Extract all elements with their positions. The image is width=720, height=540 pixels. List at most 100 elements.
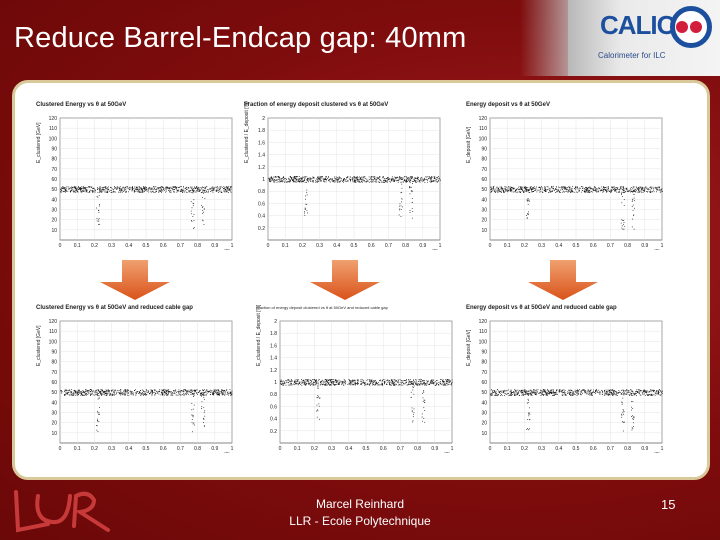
data-point — [592, 391, 594, 392]
data-point — [571, 191, 573, 193]
data-point — [382, 181, 384, 183]
data-point — [404, 179, 406, 181]
data-point — [431, 383, 433, 384]
data-point — [632, 189, 634, 191]
data-point — [193, 228, 195, 229]
y-tick-label: 80 — [51, 157, 57, 163]
data-point — [632, 391, 633, 393]
data-point — [88, 187, 90, 189]
page-number: 15 — [661, 497, 676, 512]
data-point — [415, 383, 417, 385]
data-point — [552, 191, 553, 192]
data-point — [67, 186, 69, 188]
data-point — [210, 391, 211, 393]
y-axis-label: E_clustered [GeV] — [36, 325, 42, 366]
data-point — [165, 390, 167, 391]
data-point — [582, 188, 584, 190]
data-point — [386, 178, 388, 179]
data-point — [287, 379, 289, 381]
data-point — [622, 189, 624, 191]
data-point — [398, 177, 400, 179]
data-point — [411, 183, 413, 184]
data-point — [303, 380, 304, 381]
data-point — [191, 393, 193, 395]
data-point — [303, 179, 305, 180]
data-point — [141, 393, 142, 394]
data-point — [502, 390, 504, 392]
data-point — [181, 189, 182, 191]
data-point — [598, 392, 600, 393]
data-point — [631, 400, 633, 402]
data-point — [205, 394, 207, 395]
data-point — [101, 187, 103, 188]
data-point — [284, 180, 286, 182]
data-point — [400, 177, 402, 179]
data-point — [91, 186, 93, 188]
data-point — [318, 177, 319, 179]
data-point — [149, 393, 150, 395]
data-point — [203, 425, 205, 427]
data-point — [654, 392, 656, 394]
data-point — [283, 384, 285, 386]
data-point — [221, 187, 223, 188]
data-point — [336, 178, 337, 180]
data-point — [509, 391, 511, 393]
data-point — [575, 391, 577, 393]
data-point — [529, 186, 531, 188]
data-point — [525, 391, 527, 392]
data-point — [109, 392, 111, 394]
data-point — [336, 179, 338, 181]
data-point — [532, 187, 533, 189]
x-tick-label: 0.3 — [316, 243, 323, 249]
data-point — [84, 394, 85, 396]
data-point — [98, 389, 100, 391]
data-point — [591, 392, 593, 393]
data-point — [177, 190, 179, 192]
data-point — [659, 189, 661, 191]
data-point — [608, 394, 610, 396]
data-point — [609, 394, 611, 396]
data-point — [659, 187, 661, 189]
data-point — [144, 391, 145, 393]
data-point — [353, 177, 355, 179]
data-point — [199, 189, 201, 191]
data-point — [387, 181, 388, 183]
data-point — [530, 189, 532, 191]
data-point — [596, 191, 598, 193]
data-point — [212, 191, 214, 193]
data-point — [61, 392, 62, 394]
data-point — [320, 177, 321, 179]
data-point — [74, 394, 76, 396]
data-point — [512, 191, 514, 193]
data-point — [338, 178, 340, 180]
data-point — [371, 176, 373, 178]
data-point — [363, 176, 365, 178]
data-point — [622, 412, 624, 414]
data-point — [89, 389, 91, 390]
y-tick-label: 2 — [262, 116, 265, 122]
data-point — [294, 177, 296, 178]
data-point — [557, 190, 559, 192]
data-point — [358, 383, 359, 385]
data-point — [136, 187, 138, 189]
data-point — [132, 394, 134, 396]
data-point — [645, 390, 647, 392]
data-point — [517, 191, 519, 193]
data-point — [162, 392, 164, 393]
data-point — [75, 390, 77, 392]
data-point — [591, 395, 593, 396]
data-point — [343, 379, 345, 380]
data-point — [525, 392, 527, 394]
data-point — [216, 189, 218, 191]
data-point — [563, 190, 564, 192]
data-point — [635, 391, 637, 393]
data-point — [623, 225, 625, 227]
data-point — [67, 390, 69, 391]
data-point — [312, 383, 314, 385]
data-point — [191, 213, 193, 215]
data-point — [558, 390, 560, 392]
data-point — [316, 410, 317, 412]
y-tick-label: 50 — [51, 390, 57, 396]
data-point — [155, 186, 157, 188]
